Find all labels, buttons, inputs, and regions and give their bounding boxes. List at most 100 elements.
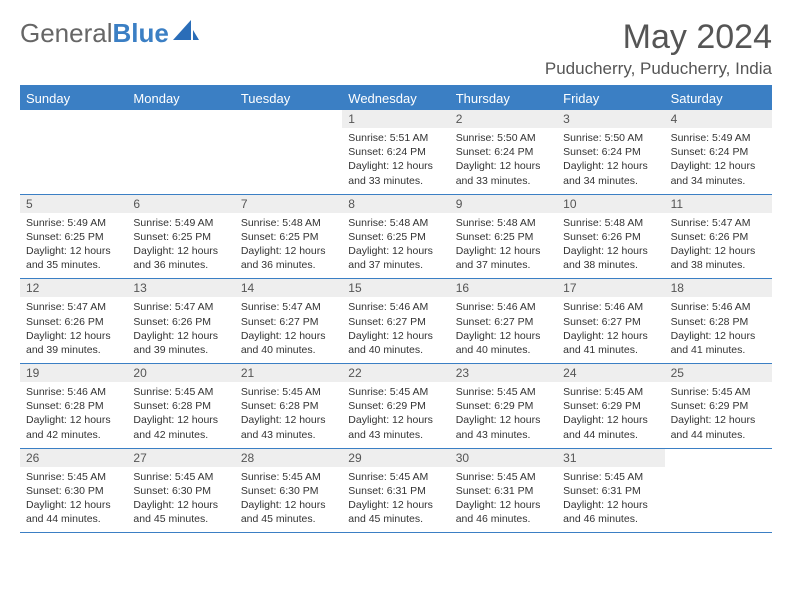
calendar-cell: 24Sunrise: 5:45 AMSunset: 6:29 PMDayligh… (557, 364, 664, 448)
day-body: Sunrise: 5:50 AMSunset: 6:24 PMDaylight:… (557, 128, 664, 194)
sunset-text: Sunset: 6:26 PM (563, 230, 658, 244)
sunrise-text: Sunrise: 5:46 AM (563, 300, 658, 314)
sunrise-text: Sunrise: 5:45 AM (456, 470, 551, 484)
day-number: 8 (342, 195, 449, 213)
sunrise-text: Sunrise: 5:50 AM (563, 131, 658, 145)
calendar-cell: 8Sunrise: 5:48 AMSunset: 6:25 PMDaylight… (342, 195, 449, 279)
sunrise-text: Sunrise: 5:46 AM (671, 300, 766, 314)
sunrise-text: Sunrise: 5:46 AM (26, 385, 121, 399)
day-body: Sunrise: 5:45 AMSunset: 6:29 PMDaylight:… (557, 382, 664, 448)
day-header-cell: Sunday (20, 87, 127, 110)
daylight-text: Daylight: 12 hours and 37 minutes. (456, 244, 551, 272)
daylight-text: Daylight: 12 hours and 44 minutes. (563, 413, 658, 441)
daylight-text: Daylight: 12 hours and 40 minutes. (241, 329, 336, 357)
calendar-cell (20, 110, 127, 194)
sunrise-text: Sunrise: 5:45 AM (133, 470, 228, 484)
sunset-text: Sunset: 6:28 PM (133, 399, 228, 413)
day-body: Sunrise: 5:46 AMSunset: 6:28 PMDaylight:… (20, 382, 127, 448)
calendar-cell: 31Sunrise: 5:45 AMSunset: 6:31 PMDayligh… (557, 449, 664, 533)
calendar-cell: 21Sunrise: 5:45 AMSunset: 6:28 PMDayligh… (235, 364, 342, 448)
sunset-text: Sunset: 6:28 PM (241, 399, 336, 413)
sunrise-text: Sunrise: 5:51 AM (348, 131, 443, 145)
daylight-text: Daylight: 12 hours and 43 minutes. (241, 413, 336, 441)
sunrise-text: Sunrise: 5:48 AM (563, 216, 658, 230)
day-body: Sunrise: 5:47 AMSunset: 6:26 PMDaylight:… (20, 297, 127, 363)
calendar-cell: 3Sunrise: 5:50 AMSunset: 6:24 PMDaylight… (557, 110, 664, 194)
day-header-cell: Tuesday (235, 87, 342, 110)
day-body: Sunrise: 5:46 AMSunset: 6:27 PMDaylight:… (557, 297, 664, 363)
day-body: Sunrise: 5:47 AMSunset: 6:26 PMDaylight:… (665, 213, 772, 279)
sunset-text: Sunset: 6:25 PM (241, 230, 336, 244)
sunrise-text: Sunrise: 5:49 AM (671, 131, 766, 145)
calendar-cell: 10Sunrise: 5:48 AMSunset: 6:26 PMDayligh… (557, 195, 664, 279)
daylight-text: Daylight: 12 hours and 36 minutes. (241, 244, 336, 272)
calendar-cell: 20Sunrise: 5:45 AMSunset: 6:28 PMDayligh… (127, 364, 234, 448)
day-number: 20 (127, 364, 234, 382)
day-number: 18 (665, 279, 772, 297)
day-body: Sunrise: 5:48 AMSunset: 6:25 PMDaylight:… (342, 213, 449, 279)
calendar-cell (665, 449, 772, 533)
calendar-cell: 19Sunrise: 5:46 AMSunset: 6:28 PMDayligh… (20, 364, 127, 448)
day-body (20, 128, 127, 137)
calendar: SundayMondayTuesdayWednesdayThursdayFrid… (20, 85, 772, 533)
day-number: 15 (342, 279, 449, 297)
sunrise-text: Sunrise: 5:45 AM (241, 470, 336, 484)
day-body: Sunrise: 5:45 AMSunset: 6:29 PMDaylight:… (342, 382, 449, 448)
sunset-text: Sunset: 6:27 PM (348, 315, 443, 329)
day-body: Sunrise: 5:49 AMSunset: 6:25 PMDaylight:… (127, 213, 234, 279)
calendar-cell (235, 110, 342, 194)
day-number: 6 (127, 195, 234, 213)
month-title: May 2024 (545, 18, 772, 57)
day-body: Sunrise: 5:48 AMSunset: 6:26 PMDaylight:… (557, 213, 664, 279)
day-body: Sunrise: 5:45 AMSunset: 6:30 PMDaylight:… (20, 467, 127, 533)
header: GeneralBlue May 2024 Puducherry, Puduche… (20, 18, 772, 79)
sunset-text: Sunset: 6:28 PM (26, 399, 121, 413)
sunset-text: Sunset: 6:24 PM (671, 145, 766, 159)
sunset-text: Sunset: 6:24 PM (456, 145, 551, 159)
day-number (20, 110, 127, 128)
calendar-cell: 26Sunrise: 5:45 AMSunset: 6:30 PMDayligh… (20, 449, 127, 533)
calendar-cell: 5Sunrise: 5:49 AMSunset: 6:25 PMDaylight… (20, 195, 127, 279)
calendar-cell: 29Sunrise: 5:45 AMSunset: 6:31 PMDayligh… (342, 449, 449, 533)
sunrise-text: Sunrise: 5:47 AM (133, 300, 228, 314)
day-body: Sunrise: 5:49 AMSunset: 6:24 PMDaylight:… (665, 128, 772, 194)
day-number: 25 (665, 364, 772, 382)
calendar-cell: 1Sunrise: 5:51 AMSunset: 6:24 PMDaylight… (342, 110, 449, 194)
day-number: 9 (450, 195, 557, 213)
sunset-text: Sunset: 6:24 PM (563, 145, 658, 159)
calendar-cell: 18Sunrise: 5:46 AMSunset: 6:28 PMDayligh… (665, 279, 772, 363)
sunrise-text: Sunrise: 5:45 AM (671, 385, 766, 399)
sunrise-text: Sunrise: 5:45 AM (456, 385, 551, 399)
day-number: 10 (557, 195, 664, 213)
calendar-cell: 6Sunrise: 5:49 AMSunset: 6:25 PMDaylight… (127, 195, 234, 279)
daylight-text: Daylight: 12 hours and 44 minutes. (671, 413, 766, 441)
sunrise-text: Sunrise: 5:45 AM (241, 385, 336, 399)
daylight-text: Daylight: 12 hours and 46 minutes. (456, 498, 551, 526)
day-number: 4 (665, 110, 772, 128)
day-body: Sunrise: 5:45 AMSunset: 6:29 PMDaylight:… (665, 382, 772, 448)
day-number: 24 (557, 364, 664, 382)
daylight-text: Daylight: 12 hours and 38 minutes. (671, 244, 766, 272)
calendar-cell (127, 110, 234, 194)
calendar-cell: 22Sunrise: 5:45 AMSunset: 6:29 PMDayligh… (342, 364, 449, 448)
day-body: Sunrise: 5:47 AMSunset: 6:27 PMDaylight:… (235, 297, 342, 363)
sunrise-text: Sunrise: 5:45 AM (348, 385, 443, 399)
day-number: 22 (342, 364, 449, 382)
sunset-text: Sunset: 6:30 PM (241, 484, 336, 498)
sunset-text: Sunset: 6:30 PM (133, 484, 228, 498)
day-header-cell: Saturday (665, 87, 772, 110)
day-body: Sunrise: 5:45 AMSunset: 6:28 PMDaylight:… (235, 382, 342, 448)
day-number: 12 (20, 279, 127, 297)
sunset-text: Sunset: 6:29 PM (348, 399, 443, 413)
day-number: 30 (450, 449, 557, 467)
day-number: 23 (450, 364, 557, 382)
sunrise-text: Sunrise: 5:49 AM (26, 216, 121, 230)
daylight-text: Daylight: 12 hours and 45 minutes. (348, 498, 443, 526)
day-number: 28 (235, 449, 342, 467)
calendar-cell: 11Sunrise: 5:47 AMSunset: 6:26 PMDayligh… (665, 195, 772, 279)
sunrise-text: Sunrise: 5:47 AM (671, 216, 766, 230)
calendar-week: 5Sunrise: 5:49 AMSunset: 6:25 PMDaylight… (20, 195, 772, 280)
day-number: 21 (235, 364, 342, 382)
day-body: Sunrise: 5:46 AMSunset: 6:27 PMDaylight:… (450, 297, 557, 363)
daylight-text: Daylight: 12 hours and 40 minutes. (348, 329, 443, 357)
